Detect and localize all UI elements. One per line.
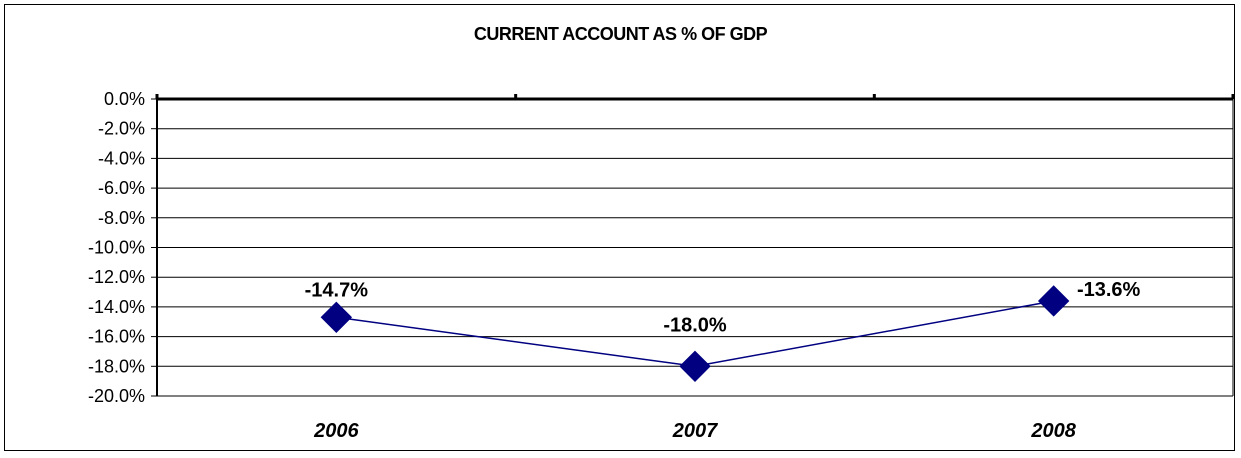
y-tick-label: -16.0% xyxy=(88,327,145,347)
data-label: -18.0% xyxy=(663,314,727,336)
y-tick-label: -14.0% xyxy=(88,297,145,317)
data-label: -13.6% xyxy=(1077,279,1141,301)
y-tick-label: -6.0% xyxy=(98,178,145,198)
data-point-marker xyxy=(1037,285,1070,317)
x-category-label: 2008 xyxy=(1030,420,1076,442)
x-category-label: 2006 xyxy=(313,420,359,442)
y-tick-label: -12.0% xyxy=(88,267,145,287)
chart-title: CURRENT ACCOUNT AS % OF GDP xyxy=(473,24,768,44)
chart-frame xyxy=(4,4,1235,451)
y-tick-label: -4.0% xyxy=(98,148,145,168)
data-point-marker xyxy=(320,301,353,334)
x-category-label: 2007 xyxy=(672,420,718,442)
y-tick-label: -10.0% xyxy=(88,238,145,258)
y-tick-label: 0.0% xyxy=(104,89,145,109)
y-tick-label: -20.0% xyxy=(88,386,145,406)
data-point-marker xyxy=(679,350,711,383)
y-tick-label: -8.0% xyxy=(98,208,145,228)
data-label: -14.7% xyxy=(305,279,369,301)
y-tick-label: -2.0% xyxy=(98,119,145,139)
y-tick-label: -18.0% xyxy=(88,356,145,376)
